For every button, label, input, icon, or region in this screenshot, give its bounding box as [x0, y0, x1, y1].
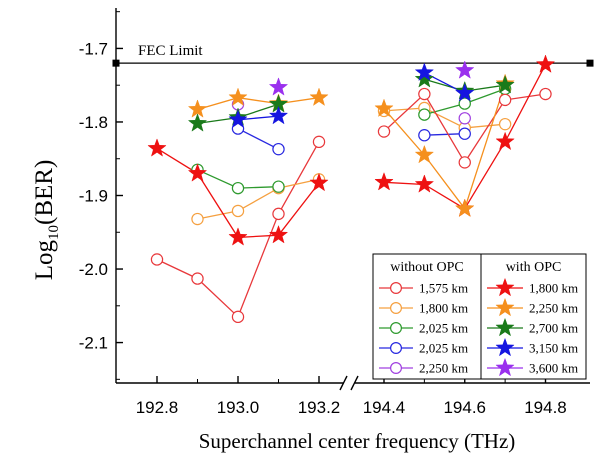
y-axis-title: Log10(BER)	[31, 160, 62, 281]
legend-group-title: without OPC	[390, 260, 464, 275]
data-point-star	[374, 98, 394, 118]
data-point-star	[495, 74, 515, 94]
data-point-star	[268, 224, 289, 244]
y-axis-title-main: Log	[31, 240, 58, 281]
data-point-circle	[231, 310, 245, 324]
data-point-circle	[272, 180, 285, 193]
legend-label: 2,025 km	[419, 341, 468, 356]
legend-group-title: with OPC	[506, 260, 562, 275]
data-point-circle	[231, 181, 245, 195]
fec-layer: FEC Limit	[112, 43, 594, 67]
data-point-star	[268, 105, 289, 125]
fec-limit-end-marker	[586, 59, 594, 67]
y-tick-label: -2.1	[79, 334, 108, 353]
x-axis-break-mark	[339, 375, 348, 391]
legend-marker-circle	[390, 282, 403, 295]
legend-label: 1,575 km	[419, 281, 468, 296]
data-point-circle	[191, 212, 204, 226]
legend: without OPC with OPC 1,575 km 1,800 km 2,025…	[372, 253, 587, 380]
legend-label: 3,600 km	[529, 361, 578, 376]
data-point-star	[414, 174, 435, 193]
legend-box	[372, 253, 587, 380]
x-tick-label: 194.6	[443, 398, 486, 417]
y-tick-label: -1.8	[79, 113, 108, 132]
series-line	[383, 83, 506, 211]
series-line	[383, 107, 506, 129]
legend-label: 1,800 km	[529, 281, 578, 296]
y-tick-label: -1.9	[79, 187, 108, 206]
data-point-circle	[191, 272, 204, 285]
data-point-circle	[498, 93, 512, 107]
legend-label: 1,800 km	[419, 301, 468, 316]
legend-marker-circle	[390, 302, 403, 315]
data-point-circle	[539, 87, 552, 101]
data-point-circle	[458, 156, 471, 169]
legend-label: 2,700 km	[529, 321, 578, 336]
data-point-star	[455, 83, 475, 102]
y-axis-title-sub: 10	[46, 225, 62, 240]
legend-marker-circle	[390, 322, 403, 335]
data-point-circle	[377, 125, 391, 138]
data-point-star	[309, 172, 329, 192]
legend-marker-star	[495, 357, 515, 377]
legend-marker-star	[495, 297, 515, 317]
data-point-star	[414, 144, 435, 164]
series-layer	[147, 54, 556, 324]
data-point-star	[414, 69, 435, 88]
series-line	[424, 133, 465, 136]
data-point-circle	[231, 204, 245, 218]
data-point-star	[187, 113, 208, 132]
data-point-star	[495, 131, 515, 151]
data-point-circle	[418, 108, 431, 121]
data-point-circle	[458, 97, 471, 110]
data-point-circle	[498, 117, 512, 131]
legend-marker-circle	[390, 342, 403, 355]
data-point-circle	[272, 207, 285, 221]
data-point-star	[535, 54, 556, 73]
data-point-circle	[272, 142, 285, 156]
y-tick-label: -2.0	[79, 260, 108, 279]
data-point-circle	[418, 87, 431, 101]
fec-limit-label: FEC Limit	[138, 43, 203, 59]
legend-label: 2,025 km	[419, 321, 468, 336]
x-axis-break-mark	[350, 375, 359, 391]
data-point-star	[455, 60, 475, 79]
data-point-star	[374, 172, 394, 191]
data-point-circle	[150, 253, 164, 266]
data-point-star	[414, 62, 435, 81]
data-point-circle	[458, 127, 471, 140]
data-point-circle	[312, 135, 326, 149]
series-line	[197, 97, 320, 111]
data-point-star	[455, 198, 475, 218]
data-point-star	[147, 138, 167, 157]
legend-label: 3,150 km	[529, 341, 578, 356]
data-point-star	[187, 163, 208, 182]
legend-marker-star	[495, 317, 515, 337]
legend-marker-star	[495, 277, 515, 297]
x-axis-title: Superchannel center frequency (THz)	[199, 429, 516, 453]
legend-label: 2,250 km	[419, 361, 468, 376]
y-tick-label: -1.7	[79, 39, 108, 58]
data-point-star	[228, 109, 248, 129]
data-point-circle	[418, 129, 431, 142]
axes: -1.7 -1.8 -1.9 -2.0 -2.1 192.8 193.0 193.2 194.4…	[79, 8, 590, 417]
x-tick-label: 194.4	[363, 398, 406, 417]
x-tick-label: 193.2	[298, 398, 341, 417]
x-tick-label: 193.0	[217, 398, 260, 417]
data-point-star	[228, 87, 248, 106]
y-axis-title-tail: (BER)	[31, 160, 58, 225]
x-tick-label: 194.8	[524, 398, 567, 417]
legend-marker-circle	[390, 362, 403, 375]
data-point-star	[228, 227, 248, 246]
data-point-star	[309, 87, 329, 106]
legend-label: 2,250 km	[529, 301, 578, 316]
x-tick-label: 192.8	[136, 398, 179, 417]
legend-marker-star	[495, 337, 515, 357]
series-line	[237, 115, 279, 121]
series-line	[237, 128, 279, 150]
data-point-circle	[458, 112, 471, 125]
data-point-star	[268, 77, 289, 96]
series-line	[197, 178, 320, 220]
